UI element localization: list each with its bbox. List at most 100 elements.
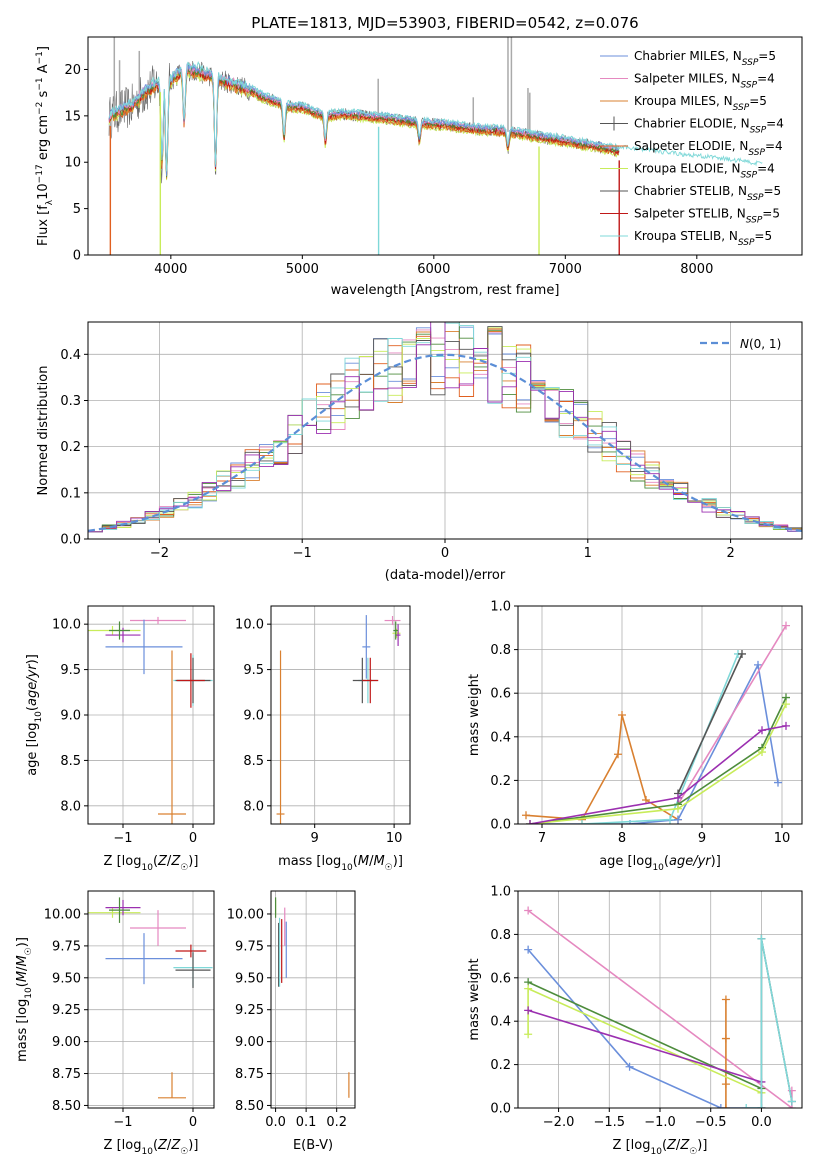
panel-mass-vs-Z: −1 0 8.50 8.75 9.00 9.25 9.50 9.75 10.00 Z [log10… [15,890,215,1157]
weight-series-line [529,703,787,824]
weight-marker [524,1006,533,1015]
residual-histogram [88,322,802,533]
x-axis-label: Z [log10(Z/Z☉)] [613,1138,708,1157]
plot-area [108,37,763,255]
y-tick-label: 0.0 [490,818,511,833]
x-tick-label: 0.2 [326,1115,347,1130]
x-axis-label: wavelength [Angstrom, rest frame] [331,283,560,298]
weight-marker [754,660,762,669]
y-tick-label: 10.0 [235,618,264,633]
legend: N(0, 1) [700,337,781,351]
axes: −1 0 8.50 8.75 9.00 9.25 9.50 9.75 10.00 Z [log10… [15,890,215,1157]
weight-marker [524,906,533,915]
y-tick-label: 5 [73,202,81,217]
y-tick-label: 9.75 [52,939,81,954]
axes-frame [87,36,803,256]
y-tick-label: 8.75 [52,1067,81,1082]
legend-label: Salpeter MILES, NSSP=4 [634,72,775,91]
y-tick-label: 0.1 [60,486,81,501]
x-tick-label: −2 [150,546,169,561]
x-axis-label: mass [log10(M/M☉)] [278,854,403,873]
x-tick-label: −1 [113,831,132,846]
x-tick-label: −1 [113,1115,132,1130]
legend: Chabrier MILES, NSSP=5 Salpeter MILES, NS… [600,49,784,248]
x-tick-label: 1 [584,546,592,561]
plot-area [88,322,802,539]
legend-label: N(0, 1) [740,337,781,351]
weight-series-line [527,1009,762,1083]
y-tick-label: 0.0 [490,1102,511,1117]
y-tick-label: 0.8 [490,928,511,943]
weight-series-line [527,949,762,1108]
x-tick-label: 4000 [154,262,187,277]
y-axis-label: Normed distribution [36,366,51,496]
legend-label: Kroupa STELIB, NSSP=5 [634,229,772,248]
panel-age-vs-mass: 9 10 8.0 8.5 9.0 9.5 10.0 mass [log10(M/M☉)] [235,605,411,873]
legend-label: Kroupa ELODIE, NSSP=4 [634,162,775,181]
legend-label: Salpeter STELIB, NSSP=5 [634,207,780,226]
weight-marker [674,793,682,802]
weight-marker [524,984,533,993]
axes: −1 0 8.0 8.5 9.0 9.5 10.0 Z [log10(Z/Z☉)] age [l… [25,605,215,873]
panel-mass-vs-ebv: 0.0 0.1 0.2 8.50 8.75 9.00 9.25 9.50 9.75 10.00 E(… [227,890,356,1153]
y-tick-label: 20 [64,63,81,78]
weight-marker [524,945,533,954]
x-tick-label: 0 [189,831,197,846]
weight-marker [758,726,766,735]
y-tick-label: 1.0 [490,885,511,900]
axes-frame [270,890,356,1109]
y-tick-label: 0 [73,249,81,264]
axes: 9 10 8.0 8.5 9.0 9.5 10.0 mass [log10(M/M☉)] [235,605,411,873]
weight-marker [625,1062,634,1071]
x-tick-label: 8 [618,831,626,846]
weight-marker [757,1104,766,1108]
y-tick-label: 0.4 [60,348,81,363]
y-tick-label: 8.5 [243,754,264,769]
axes: −2.0 −1.5 −1.0 −0.5 0.0 0.0 0.2 0.4 0.6 0.8 1.0 Z [… [467,885,803,1157]
spectrum-data-line [108,60,620,184]
weight-marker [787,1097,796,1106]
y-tick-label: 0.6 [490,971,511,986]
weight-marker [716,1104,725,1108]
y-tick-label: 9.50 [235,971,264,986]
weight-marker [674,815,682,824]
y-tick-label: 0.4 [490,1015,511,1030]
legend-label: Salpeter ELODIE, NSSP=4 [634,139,783,158]
weight-marker [721,1104,730,1108]
y-tick-label: 0.2 [490,1058,511,1073]
y-tick-label: 9.5 [60,663,81,678]
y-tick-label: 1.0 [490,600,511,615]
axes: 4000 5000 6000 7000 8000 0 5 10 15 20 wavelength [… [35,36,803,298]
x-tick-label: 6000 [417,262,450,277]
x-axis-label: age [log10(age/yr)] [599,854,721,873]
y-tick-label: 8.50 [235,1099,264,1114]
x-axis-label: Z [log10(Z/Z☉)] [104,1138,199,1157]
y-tick-label: 9.00 [52,1035,81,1050]
plot-area [518,606,802,824]
x-tick-label: 9 [311,831,319,846]
x-tick-label: 7 [538,831,546,846]
weight-marker [526,820,534,824]
y-tick-label: 9.25 [52,1003,81,1018]
legend-label: Kroupa MILES, NSSP=5 [634,94,767,113]
weight-marker [524,1030,533,1039]
weight-marker [721,995,730,1004]
x-tick-label: −0.5 [695,1115,727,1130]
axes: 0.0 0.1 0.2 8.50 8.75 9.00 9.25 9.50 9.75 10.00 E(… [227,890,356,1153]
y-axis-label: mass [log10(M/M☉)] [15,937,34,1062]
weight-marker [618,711,626,719]
weight-marker [742,1104,751,1108]
weight-marker [738,649,746,658]
plot-area [271,891,355,1108]
y-axis-label: mass weight [467,958,482,1040]
weight-series-line [525,714,679,821]
weight-series-line [530,662,779,824]
x-tick-label: −2.0 [543,1115,575,1130]
plot-area [518,891,802,1108]
x-tick-label: 10 [774,831,791,846]
legend-label: Chabrier STELIB, NSSP=5 [634,184,781,203]
x-tick-label: 0.1 [296,1115,317,1130]
x-tick-label: −1.5 [593,1115,625,1130]
x-tick-label: 0.0 [265,1115,286,1130]
y-axis-label: age [log10(age/yr)] [25,654,44,776]
